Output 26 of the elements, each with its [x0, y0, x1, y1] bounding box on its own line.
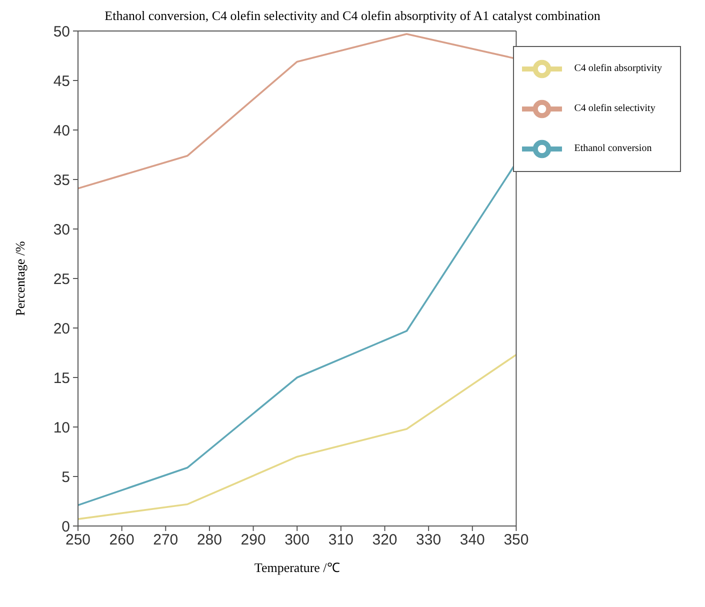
y-tick-label: 40 — [53, 122, 70, 140]
y-axis-title: Percentage /% — [12, 240, 28, 316]
x-tick-label: 350 — [504, 532, 529, 549]
y-tick-label: 25 — [53, 270, 70, 288]
x-axis-title: Temperature /℃ — [254, 560, 340, 575]
y-tick-label: 20 — [53, 320, 70, 338]
y-tick-label: 45 — [53, 72, 70, 90]
y-tick-label: 35 — [53, 172, 70, 189]
y-tick-label: 30 — [53, 221, 70, 238]
chart-title: Ethanol conversion, C4 olefin selectivity and C4 olefin absorptivity of A1 catalyst combination — [104, 8, 602, 24]
y-tick-label: 5 — [62, 468, 70, 486]
legend-label: C4 olefin absorptivity — [574, 63, 662, 74]
x-tick-label: 270 — [153, 532, 178, 549]
x-tick-label: 280 — [196, 532, 222, 549]
y-tick-label: 15 — [53, 370, 70, 387]
x-tick-label: 300 — [284, 532, 310, 549]
legend-label: C4 olefin selectivity — [574, 103, 656, 114]
x-tick-label: 340 — [460, 532, 485, 549]
x-tick-label: 310 — [328, 532, 354, 549]
x-tick-label: 290 — [240, 532, 266, 549]
legend-label: Ethanol conversion — [574, 143, 652, 154]
y-tick-label: 50 — [53, 23, 70, 40]
x-tick-label: 260 — [109, 532, 134, 549]
x-tick-label: 320 — [372, 532, 398, 549]
x-tick-label: 330 — [416, 532, 442, 549]
y-tick-label: 10 — [53, 419, 70, 436]
